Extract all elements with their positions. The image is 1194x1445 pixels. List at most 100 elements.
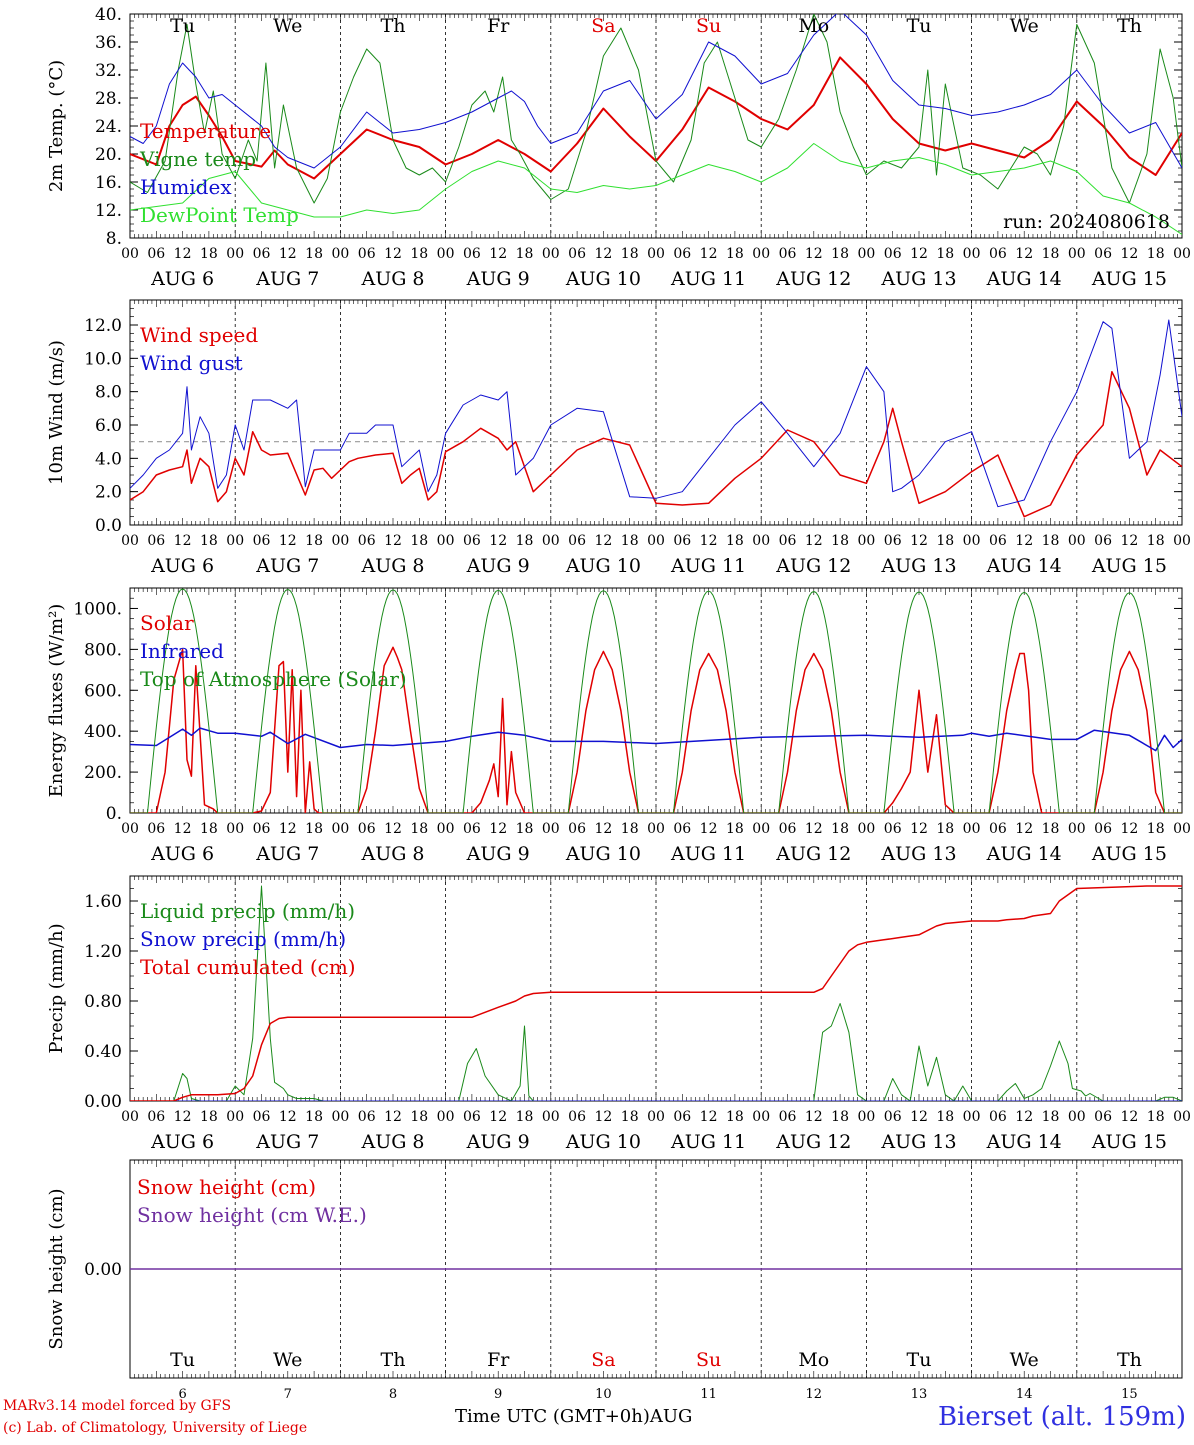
weekday-label: Th [1117,1349,1142,1371]
legend-entry: DewPoint Temp [140,203,299,227]
hour-tick-label: 06 [358,533,376,549]
ylabel: Snow height (cm) [46,1188,67,1349]
hour-tick-label: 00 [1068,1109,1086,1125]
hour-tick-label: 06 [1094,533,1112,549]
day-label: AUG 13 [880,843,956,865]
hour-tick-label: 06 [358,246,376,262]
hour-tick-label: 00 [1173,1109,1191,1125]
day-label: AUG 12 [775,843,851,865]
hour-tick-label: 12 [384,246,402,262]
hour-tick-label: 12 [1015,1109,1033,1125]
day-label: AUG 9 [466,555,530,577]
day-label: AUG 10 [565,1131,641,1153]
day-label: AUG 13 [880,1131,956,1153]
hour-tick-label: 06 [568,533,586,549]
ytick-label: 0.0 [95,516,122,536]
day-label: AUG 14 [986,268,1062,290]
hour-tick-label: 12 [1015,533,1033,549]
day-label: AUG 12 [775,1131,851,1153]
legend-entry: Snow height (cm) [137,1175,316,1199]
hour-tick-label: 06 [1094,821,1112,837]
hour-tick-label: 00 [331,246,349,262]
hour-tick-label: 18 [1147,533,1165,549]
hour-tick-label: 12 [1120,821,1138,837]
day-label: AUG 15 [1091,843,1167,865]
hour-tick-label: 12 [700,1109,718,1125]
day-label: AUG 12 [775,268,851,290]
hour-tick-label: 06 [884,1109,902,1125]
hour-tick-label: 00 [1173,533,1191,549]
hour-tick-label: 12 [489,246,507,262]
ytick-label: 0.00 [84,1092,122,1112]
day-number: 13 [911,1387,928,1402]
weekday-label: Th [1117,15,1142,37]
hour-tick-label: 00 [121,821,139,837]
ytick-label: 20. [95,145,122,165]
hour-tick-label: 00 [647,246,665,262]
hour-tick-label: 00 [963,246,981,262]
day-number: 11 [700,1387,717,1402]
weekday-label: Th [381,15,406,37]
ytick-label: 1.60 [84,892,122,912]
ytick-label: 12.0 [84,316,122,336]
day-label: AUG 13 [880,268,956,290]
plot-area [130,319,1182,518]
hour-tick-label: 18 [1147,1109,1165,1125]
hour-tick-label: 06 [253,1109,271,1125]
hour-tick-label: 12 [489,821,507,837]
hour-tick-label: 12 [174,1109,192,1125]
day-label: AUG 13 [880,555,956,577]
hour-tick-label: 12 [1015,821,1033,837]
series-wind-gust [130,319,1182,508]
hour-tick-label: 18 [200,246,218,262]
hour-tick-label: 00 [331,1109,349,1125]
hour-tick-label: 12 [279,246,297,262]
hour-tick-label: 18 [831,533,849,549]
hour-tick-label: 00 [542,533,560,549]
hour-tick-label: 18 [621,1109,639,1125]
day-label: AUG 6 [150,268,214,290]
day-label: AUG 7 [255,555,319,577]
hour-tick-label: 18 [936,1109,954,1125]
day-label: AUG 11 [670,555,746,577]
hour-tick-label: 00 [963,1109,981,1125]
hour-tick-label: 00 [542,821,560,837]
weekday-label: Th [381,1349,406,1371]
hour-tick-label: 12 [700,246,718,262]
ylabel: 10m Wind (m/s) [46,340,67,485]
hour-tick-label: 00 [437,821,455,837]
hour-tick-label: 12 [279,821,297,837]
hour-ticks [129,588,1183,813]
day-number: 10 [595,1387,612,1402]
day-label: AUG 10 [565,843,641,865]
run-annotation: run: 2024080618 [1003,211,1170,233]
day-number: 14 [1016,1387,1033,1402]
weekday-label: We [1010,1349,1039,1371]
hour-tick-label: 12 [910,533,928,549]
ylabel: 2m Temp. (°C) [46,60,67,192]
series-wind-speed [130,370,1182,518]
hour-tick-label: 18 [621,821,639,837]
hour-tick-label: 12 [594,1109,612,1125]
weekday-label: We [273,15,302,37]
legend-entry: Humidex [140,175,232,199]
hour-tick-label: 12 [805,1109,823,1125]
day-label: AUG 9 [466,268,530,290]
hour-tick-label: 18 [831,246,849,262]
panel-frame [129,299,1183,526]
hour-tick-label: 12 [700,533,718,549]
hour-tick-label: 06 [147,821,165,837]
hour-tick-label: 12 [910,246,928,262]
legend-entry: Snow height (cm W.E.) [137,1203,367,1227]
hour-tick-label: 06 [779,1109,797,1125]
hour-tick-label: 00 [1173,821,1191,837]
hour-tick-label: 00 [857,533,875,549]
weekday-label: Mo [798,15,829,37]
hour-tick-label: 06 [253,246,271,262]
hour-tick-label: 06 [989,533,1007,549]
day-label: AUG 7 [255,268,319,290]
hour-tick-label: 06 [1094,1109,1112,1125]
hour-tick-label: 18 [936,821,954,837]
weekday-label: Tu [907,1349,932,1371]
